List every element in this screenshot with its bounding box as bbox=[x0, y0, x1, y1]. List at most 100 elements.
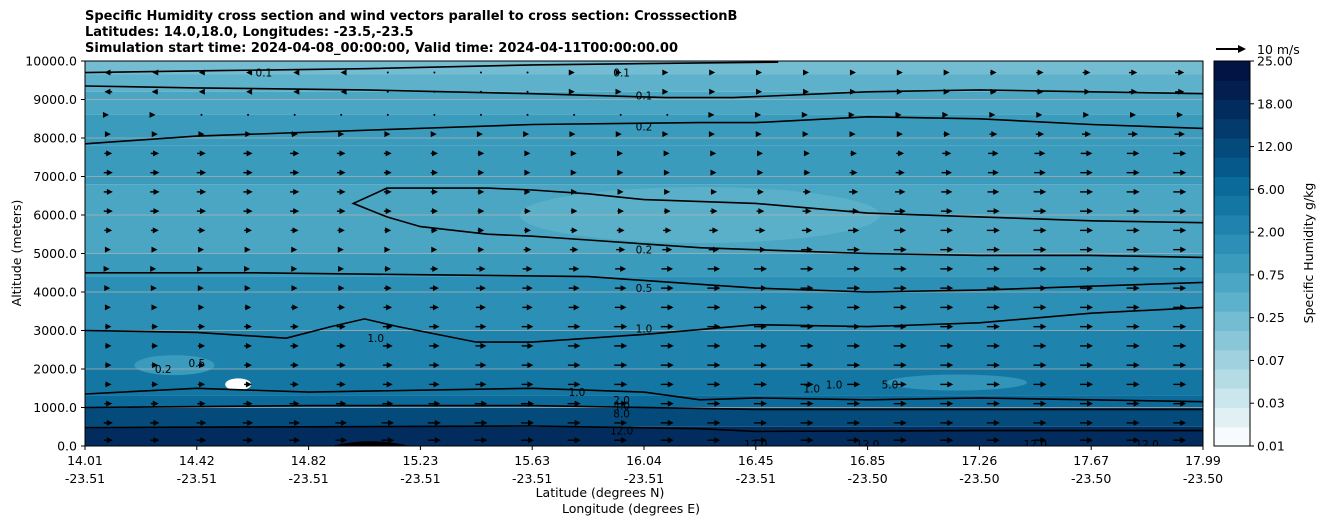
wind-vector bbox=[476, 304, 486, 311]
wind-vector bbox=[710, 208, 718, 215]
wind-vector bbox=[198, 131, 205, 138]
dry-pocket bbox=[225, 378, 252, 391]
wind-vector bbox=[707, 323, 721, 330]
wind-vector bbox=[847, 304, 861, 311]
contour-label: 12.0 bbox=[744, 439, 767, 451]
wind-vector bbox=[431, 227, 438, 234]
wind-vector bbox=[753, 381, 767, 388]
wind-vector bbox=[660, 381, 674, 388]
wind-vector bbox=[660, 323, 674, 330]
wind-vector bbox=[340, 88, 347, 95]
wind-vector bbox=[340, 69, 347, 76]
wind-vector bbox=[986, 304, 1000, 311]
contour-label: 1.0 bbox=[803, 383, 820, 395]
wind-vector bbox=[293, 88, 300, 95]
colorbar-band bbox=[1214, 61, 1250, 81]
wind-vector bbox=[104, 69, 113, 76]
wind-vector bbox=[707, 304, 721, 311]
wind-vector bbox=[524, 169, 531, 176]
wind-vector bbox=[707, 342, 721, 349]
y-tick-label: 2000.0 bbox=[33, 362, 77, 377]
x-tick-label-lon: -23.51 bbox=[400, 471, 440, 486]
wind-vector bbox=[896, 69, 903, 76]
wind-vector bbox=[753, 323, 767, 330]
x-tick-label-lon: -23.50 bbox=[959, 471, 999, 486]
wind-vector bbox=[1080, 400, 1094, 407]
wind-vector bbox=[1126, 265, 1140, 272]
contour-label: 0.1 bbox=[256, 68, 273, 80]
wind-vector bbox=[614, 381, 628, 388]
wind-vector bbox=[430, 150, 439, 157]
colorbar-tick-label: 2.00 bbox=[1257, 225, 1285, 240]
wind-vector bbox=[663, 169, 670, 176]
wind-vector bbox=[849, 131, 856, 138]
wind-vector bbox=[150, 437, 160, 444]
wind-vector bbox=[1081, 131, 1092, 138]
x-tick-label-lon: -23.50 bbox=[847, 471, 887, 486]
wind-vector bbox=[940, 437, 954, 444]
wind-vector bbox=[290, 150, 300, 157]
wind-vector bbox=[1033, 188, 1047, 195]
wind-vector bbox=[940, 265, 954, 272]
humidity-band bbox=[85, 407, 1203, 427]
contour-label: 12.0 bbox=[610, 426, 633, 438]
wind-vector bbox=[104, 400, 113, 407]
wind-vector bbox=[754, 246, 766, 253]
wind-vector bbox=[1126, 246, 1140, 253]
wind-vector bbox=[570, 188, 577, 195]
colorbar-tick-label: 0.25 bbox=[1257, 310, 1285, 325]
wind-vector bbox=[803, 188, 811, 195]
colorbar-band bbox=[1214, 118, 1250, 139]
wind-vector bbox=[149, 111, 156, 118]
wind-vector bbox=[150, 150, 160, 157]
wind-vector bbox=[381, 419, 395, 426]
wind-vector bbox=[940, 227, 954, 234]
wind-vector bbox=[151, 304, 158, 311]
wind-vector bbox=[338, 265, 345, 272]
wind-vector bbox=[340, 113, 343, 116]
wind-vector bbox=[1129, 111, 1136, 118]
wind-vector bbox=[429, 381, 440, 388]
wind-vector bbox=[941, 169, 952, 176]
dry-patch bbox=[887, 374, 1028, 391]
wind-vector bbox=[526, 90, 529, 93]
wind-vector bbox=[526, 71, 529, 74]
wind-vector bbox=[291, 265, 298, 272]
contour-line-0.1 bbox=[85, 61, 779, 74]
wind-vector bbox=[848, 208, 859, 215]
wind-vector bbox=[475, 342, 487, 349]
wind-vector bbox=[197, 362, 206, 369]
wind-vector bbox=[1126, 381, 1140, 388]
x-tick-label-lat: 14.82 bbox=[291, 453, 327, 468]
colorbar-tick-label: 25.00 bbox=[1257, 54, 1293, 69]
wind-vector bbox=[894, 208, 906, 215]
wind-vector bbox=[431, 246, 438, 253]
wind-vector bbox=[382, 362, 393, 369]
y-axis: 0.0 1000.0 2000.0 3000.0 4000.0 5000.0 6000.0 7… bbox=[25, 54, 85, 454]
contour-line-0.2 bbox=[351, 187, 1203, 259]
wind-vector bbox=[663, 227, 672, 234]
gridlines bbox=[85, 99, 1203, 408]
wind-vector bbox=[896, 88, 903, 95]
wind-vector bbox=[1173, 246, 1187, 253]
wind-vector bbox=[848, 227, 860, 234]
wind-vector bbox=[615, 265, 627, 272]
wind-vector bbox=[104, 150, 113, 157]
wind-vector bbox=[383, 208, 392, 215]
wind-vector bbox=[524, 227, 531, 234]
wind-vector bbox=[430, 265, 439, 272]
wind-vector bbox=[1173, 188, 1187, 195]
wind-vector bbox=[614, 437, 628, 444]
wind-vector bbox=[151, 342, 159, 349]
wind-vector bbox=[569, 246, 579, 253]
colorbar-band bbox=[1214, 369, 1250, 389]
wind-vector bbox=[289, 400, 300, 407]
wind-vector bbox=[521, 323, 534, 330]
wind-vector bbox=[800, 400, 814, 407]
wind-vector bbox=[200, 113, 203, 116]
wind-vector bbox=[1128, 88, 1138, 95]
wind-vector bbox=[708, 111, 715, 118]
contour-label: 1.0 bbox=[636, 324, 653, 336]
colorbar-band bbox=[1214, 215, 1250, 235]
wind-vector bbox=[1126, 227, 1140, 234]
